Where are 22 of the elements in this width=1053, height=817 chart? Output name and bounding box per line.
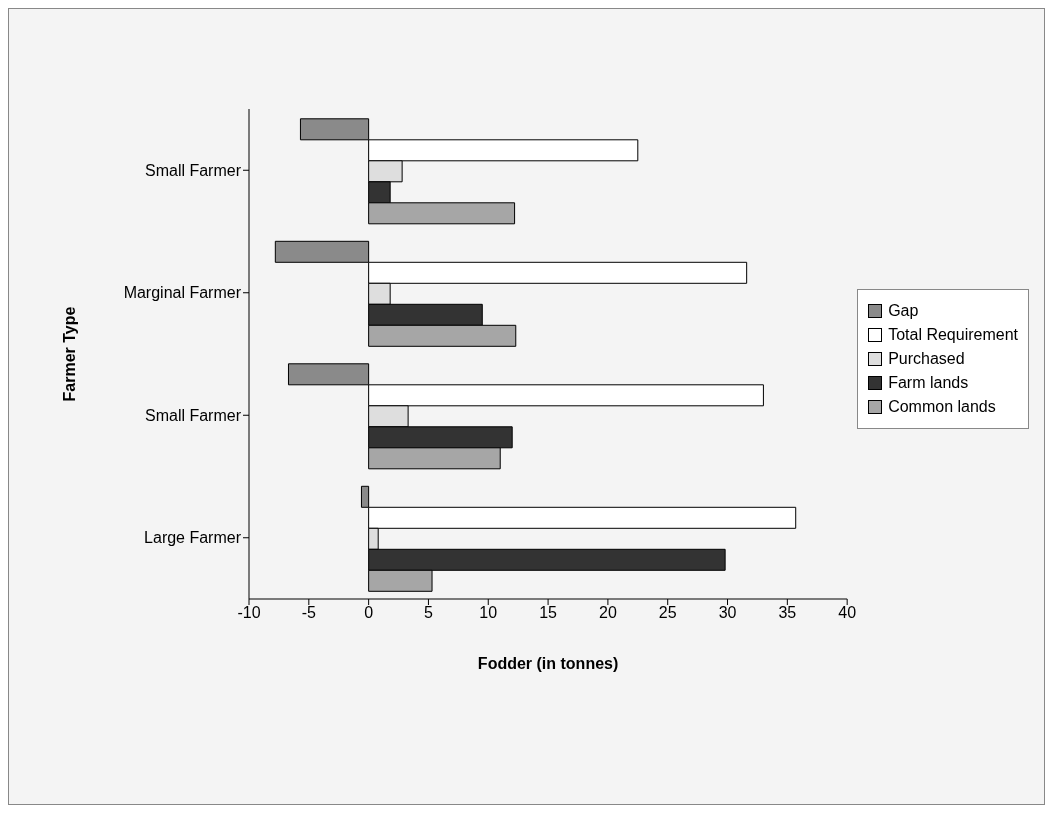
legend-label: Total Requirement xyxy=(888,326,1018,344)
x-tick-label: 15 xyxy=(539,604,558,622)
y-tick-label: Marginal Farmer xyxy=(123,284,242,302)
x-axis-title: Fodder (in tonnes) xyxy=(477,655,619,672)
x-tick-label: 25 xyxy=(658,604,677,622)
legend-label: Gap xyxy=(888,302,919,320)
x-tick-label: 5 xyxy=(423,604,433,622)
x-tick-label: 10 xyxy=(479,604,498,622)
legend-label: Purchased xyxy=(888,350,965,368)
y-tick-label: Small Farmer xyxy=(144,161,242,179)
legend-label: Common lands xyxy=(888,398,996,416)
x-tick-label: 30 xyxy=(718,604,737,622)
y-tick-label: Large Farmer xyxy=(144,529,242,547)
x-tick-label: 20 xyxy=(599,604,617,622)
y-axis-title: Farmer Type xyxy=(60,306,78,402)
y-tick-label: Small Farmer xyxy=(144,406,242,424)
x-tick-label: 0 xyxy=(364,604,374,622)
x-tick-label: -10 xyxy=(237,604,261,622)
legend-label: Farm lands xyxy=(888,374,969,392)
x-tick-label: 40 xyxy=(838,604,857,622)
x-tick-label: -5 xyxy=(301,604,317,622)
x-tick-label: 35 xyxy=(778,604,797,622)
